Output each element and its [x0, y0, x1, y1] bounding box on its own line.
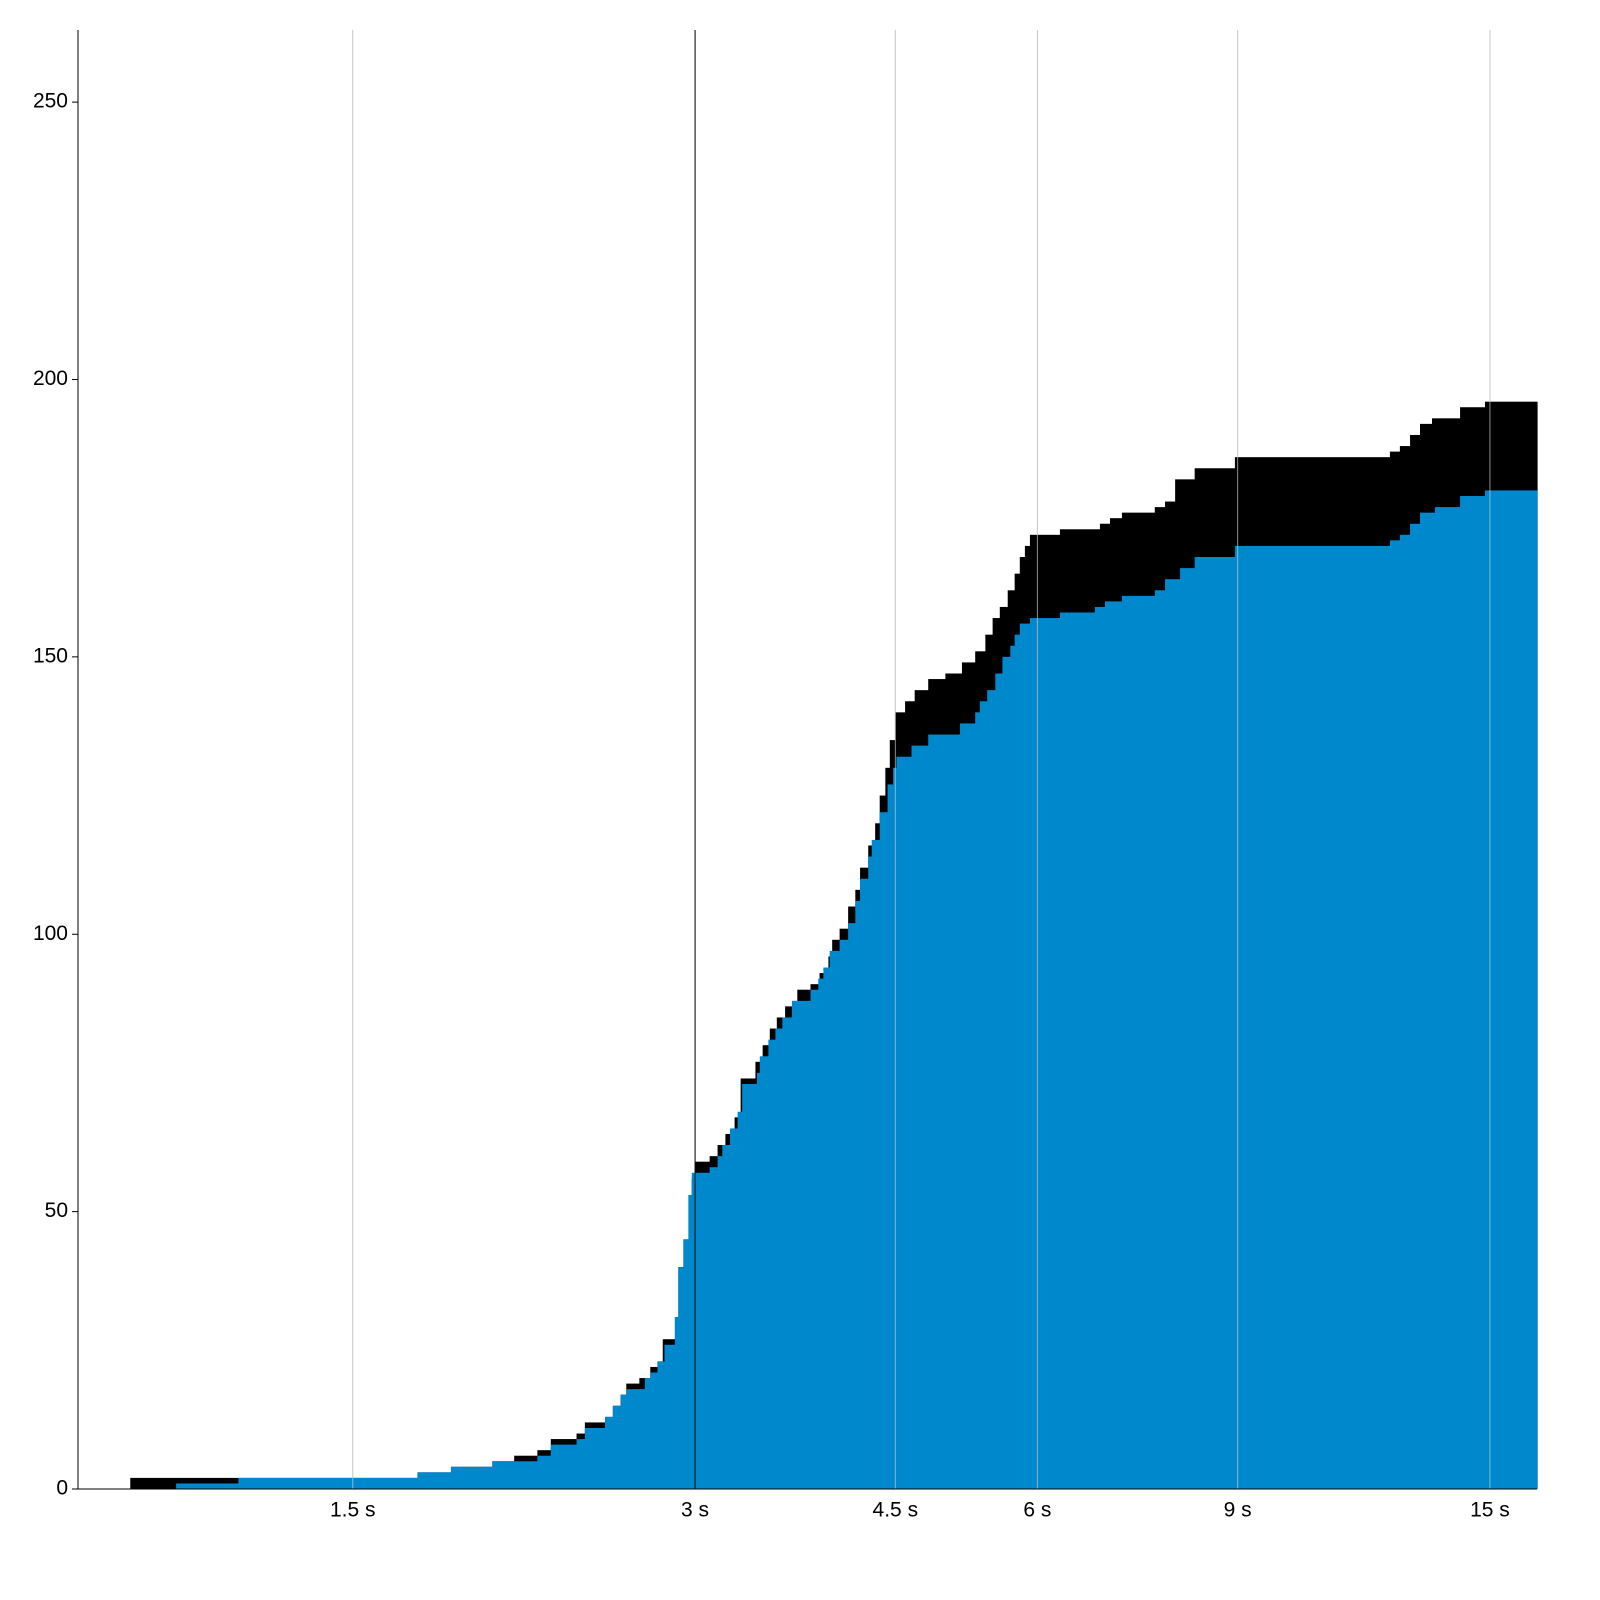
step	[871, 839, 881, 1489]
step	[1389, 540, 1401, 1489]
step	[626, 1389, 646, 1489]
step	[756, 1072, 761, 1489]
x-tick-label: 3 s	[681, 1499, 709, 1522]
step	[550, 1444, 578, 1489]
step	[1165, 579, 1181, 1489]
step	[887, 784, 894, 1489]
step	[417, 1472, 452, 1489]
step	[717, 1156, 723, 1489]
step	[855, 900, 861, 1489]
step	[1010, 645, 1016, 1489]
step	[1154, 590, 1166, 1489]
step	[584, 1427, 606, 1489]
step	[1002, 656, 1011, 1489]
step	[818, 978, 824, 1489]
step	[537, 1455, 552, 1489]
step	[730, 1128, 739, 1489]
step	[450, 1466, 493, 1489]
step	[737, 1111, 743, 1489]
step	[1434, 507, 1461, 1489]
step	[691, 1172, 711, 1489]
step	[839, 939, 849, 1489]
step	[896, 756, 913, 1489]
y-tick-label: 0	[56, 1477, 68, 1500]
step	[576, 1439, 586, 1489]
step	[1234, 545, 1391, 1489]
step	[868, 856, 873, 1489]
step	[1029, 618, 1061, 1489]
step	[987, 690, 996, 1489]
step	[1094, 606, 1106, 1489]
step	[688, 1194, 693, 1489]
step	[1399, 534, 1411, 1489]
step	[492, 1461, 538, 1489]
series-area	[176, 490, 1538, 1490]
step	[848, 923, 856, 1489]
y-tick-label: 150	[33, 644, 68, 667]
step	[1014, 634, 1021, 1489]
step	[722, 1145, 731, 1489]
step	[612, 1405, 622, 1489]
step	[1484, 490, 1538, 1490]
step	[829, 950, 841, 1489]
x-tick-label: 1.5 s	[330, 1499, 376, 1522]
step	[238, 1477, 419, 1489]
step	[709, 1167, 719, 1489]
step	[1019, 623, 1031, 1489]
step	[911, 745, 929, 1489]
step	[1104, 601, 1123, 1489]
x-tick-label: 6 s	[1023, 1499, 1051, 1522]
step	[928, 734, 961, 1489]
step	[995, 673, 1004, 1489]
y-tick-label: 200	[33, 367, 68, 390]
step	[742, 1084, 758, 1489]
step	[775, 1028, 783, 1489]
step	[678, 1267, 685, 1489]
y-tick-label: 50	[45, 1199, 68, 1222]
y-tick-label: 100	[33, 922, 68, 945]
step	[657, 1361, 666, 1489]
step	[1410, 523, 1421, 1489]
step	[1194, 557, 1236, 1489]
y-tick-label: 250	[33, 90, 68, 113]
step	[975, 712, 981, 1489]
step	[1059, 612, 1096, 1489]
step	[650, 1372, 659, 1489]
step	[664, 1344, 676, 1489]
step	[1420, 512, 1436, 1489]
step	[644, 1378, 651, 1489]
step	[860, 878, 869, 1489]
x-tick-label: 9 s	[1224, 1499, 1252, 1522]
step	[1180, 568, 1196, 1489]
step	[823, 967, 831, 1489]
step	[979, 701, 988, 1489]
step	[768, 1039, 777, 1489]
step	[1460, 495, 1486, 1489]
step	[960, 723, 976, 1489]
step	[782, 1017, 793, 1489]
step	[176, 1483, 239, 1489]
x-tick-label: 4.5 s	[873, 1499, 919, 1522]
step	[683, 1239, 690, 1489]
step	[810, 989, 819, 1489]
step	[759, 1056, 769, 1489]
step	[674, 1317, 679, 1489]
step	[620, 1394, 627, 1489]
step	[879, 812, 889, 1489]
x-tick-label: 15 s	[1470, 1499, 1510, 1522]
step	[791, 1000, 812, 1489]
step	[1121, 595, 1156, 1489]
step	[605, 1416, 614, 1489]
